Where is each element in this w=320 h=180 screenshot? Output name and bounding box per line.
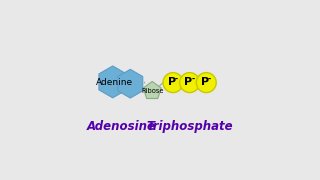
Text: -: - <box>175 75 178 84</box>
Circle shape <box>163 73 183 93</box>
Text: P: P <box>201 77 209 87</box>
Text: Adenine: Adenine <box>96 78 133 87</box>
Polygon shape <box>99 66 126 98</box>
Polygon shape <box>118 69 143 98</box>
Polygon shape <box>143 82 161 98</box>
Circle shape <box>196 73 216 93</box>
Text: Adenosine: Adenosine <box>87 120 156 133</box>
Text: -: - <box>191 75 195 84</box>
Circle shape <box>180 73 200 93</box>
Text: Triphosphate: Triphosphate <box>146 120 233 133</box>
Text: P: P <box>168 77 176 87</box>
Text: -: - <box>208 75 211 84</box>
Text: Ribose: Ribose <box>141 88 164 94</box>
Text: P: P <box>184 77 193 87</box>
